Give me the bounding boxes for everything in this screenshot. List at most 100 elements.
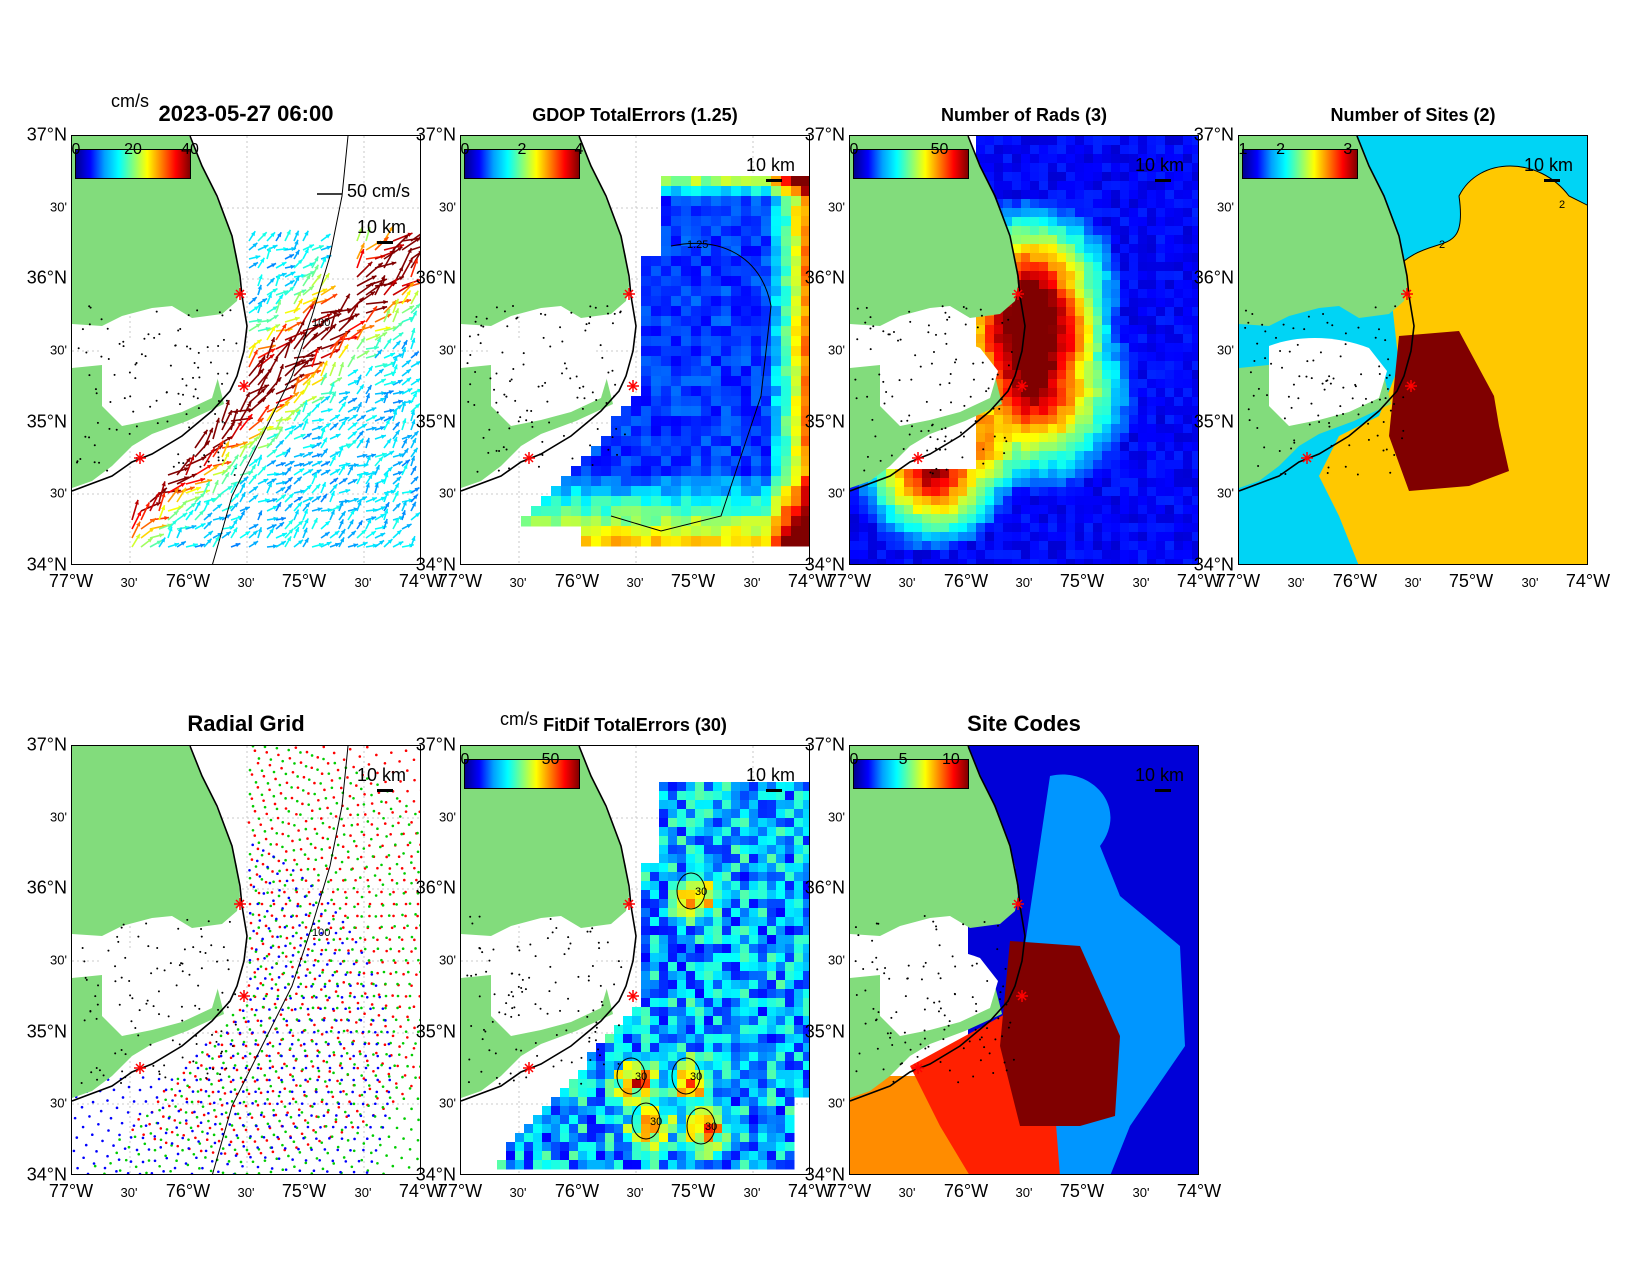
coast-dot <box>228 920 231 923</box>
heat-cell <box>671 436 682 447</box>
heat-cell <box>1174 190 1184 200</box>
heat-cell <box>771 236 782 247</box>
radial-grid-point <box>281 820 285 824</box>
coast-dot <box>177 927 180 930</box>
current-vector <box>266 448 278 458</box>
current-vector <box>392 471 404 476</box>
radial-grid-point <box>323 1148 327 1151</box>
heat-cell <box>791 476 802 487</box>
heat-cell <box>751 496 762 507</box>
radial-grid-point <box>319 1007 322 1011</box>
heat-cell <box>761 286 772 297</box>
radial-grid-point <box>252 994 256 998</box>
coast-dot <box>1305 375 1308 378</box>
radial-grid-point <box>282 971 286 975</box>
heat-cell <box>651 406 662 417</box>
radial-grid-point <box>365 1171 369 1174</box>
heat-cell <box>1120 388 1130 398</box>
heat-cell <box>1039 190 1049 200</box>
heat-cell <box>1048 541 1058 551</box>
coast-dot <box>96 1078 99 1081</box>
heat-cell <box>1129 496 1139 506</box>
current-vector <box>293 422 304 431</box>
heat-cell <box>1048 514 1058 524</box>
heat-cell <box>1147 316 1157 326</box>
heat-cell <box>850 505 860 515</box>
heat-cell <box>701 266 712 277</box>
radial-grid-point <box>360 1074 363 1077</box>
heat-cell <box>781 476 792 487</box>
heat-cell <box>1093 505 1103 515</box>
current-vector <box>221 399 230 422</box>
radial-grid-point <box>367 763 371 766</box>
heat-cell <box>711 466 722 477</box>
heat-cell <box>691 356 702 367</box>
radial-grid-point <box>169 1169 172 1173</box>
y-tick-label: 30' <box>439 199 456 215</box>
heat-cell <box>771 436 782 447</box>
coast-dot <box>1319 351 1322 354</box>
radial-grid-point <box>293 1165 296 1169</box>
radial-grid-point <box>287 748 291 752</box>
heat-cell <box>1030 163 1040 173</box>
current-vector <box>176 512 188 521</box>
coast-dot <box>934 333 937 336</box>
radial-grid-point <box>376 947 380 950</box>
heat-cell <box>1120 145 1130 155</box>
radial-grid-point <box>317 879 320 882</box>
heat-cell <box>1183 442 1193 452</box>
x-tick-label: 30' <box>898 575 916 590</box>
radial-grid-point <box>250 773 254 776</box>
radial-grid-point <box>300 994 304 998</box>
heat-cell <box>601 446 612 457</box>
heat-cell <box>1138 361 1148 371</box>
heat-cell <box>1075 208 1085 218</box>
radial-grid-point <box>313 1023 316 1027</box>
radial-grid-point <box>277 955 281 958</box>
heat-cell <box>1093 406 1103 416</box>
coast-dot <box>145 1002 148 1005</box>
heat-cell <box>601 466 612 477</box>
current-vector <box>266 436 276 449</box>
current-vector <box>293 433 306 440</box>
radial-grid-point <box>398 1005 402 1009</box>
coast-dot <box>220 1030 223 1033</box>
heat-cell <box>1039 271 1049 281</box>
heat-cell <box>761 486 772 497</box>
heat-cell <box>791 516 802 527</box>
radial-grid-point <box>329 812 333 815</box>
radial-grid-point <box>183 1078 186 1082</box>
radial-grid-point <box>229 1140 233 1144</box>
heat-cell <box>886 514 896 524</box>
coast-dot <box>1003 452 1006 455</box>
current-vector <box>356 350 370 359</box>
radial-grid-point <box>333 970 337 974</box>
coast-dot <box>908 414 911 417</box>
radial-grid-point <box>323 1016 326 1020</box>
heat-cell <box>1147 163 1157 173</box>
heat-cell <box>1030 199 1040 209</box>
heat-cell <box>761 456 772 467</box>
coast-dot <box>131 997 134 1000</box>
current-vector <box>185 509 194 521</box>
radial-grid-point <box>156 1100 160 1104</box>
radial-grid-point <box>232 1128 236 1132</box>
radial-grid-point <box>184 1066 188 1070</box>
radial-grid-point <box>381 1126 385 1129</box>
radial-grid-point <box>387 1072 391 1076</box>
radial-grid-point <box>121 1096 125 1099</box>
current-vector <box>329 477 339 485</box>
heat-cell <box>1165 469 1175 479</box>
radial-grid-point <box>281 1143 284 1147</box>
heat-cell <box>1012 226 1022 236</box>
radial-grid-point <box>218 1122 222 1126</box>
heat-cell <box>551 486 562 497</box>
heat-cell <box>1111 406 1121 416</box>
heat-cell <box>1165 352 1175 362</box>
radial-grid-point <box>317 926 320 929</box>
heat-cell <box>1165 496 1175 506</box>
coast-dot <box>196 309 199 312</box>
heat-cell <box>1147 496 1157 506</box>
coast-dot <box>929 436 932 439</box>
heat-cell <box>1111 469 1121 479</box>
